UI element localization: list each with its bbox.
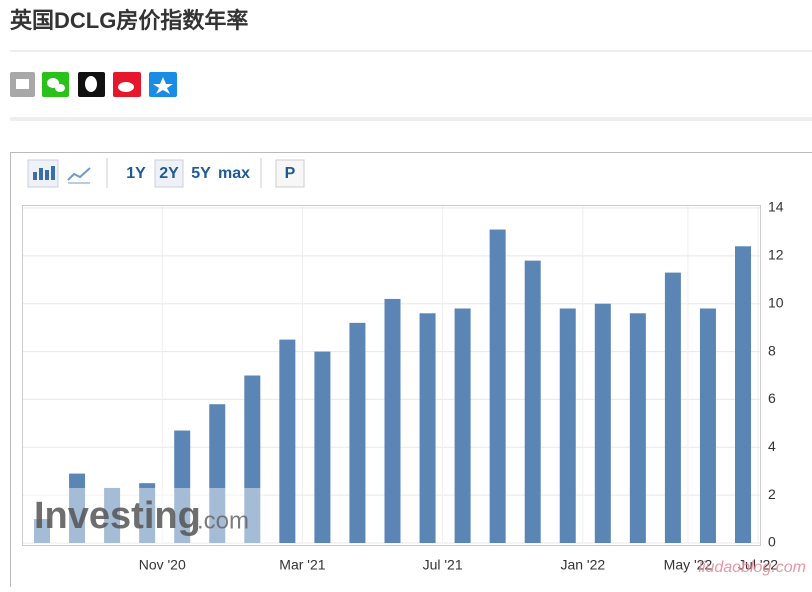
range-button[interactable]: P [285, 165, 296, 182]
bar [595, 304, 611, 543]
x-tick-label: Jan '22 [560, 557, 605, 573]
y-tick-label: 10 [768, 294, 784, 310]
y-tick-label: 4 [768, 438, 776, 454]
y-tick-label: 2 [768, 486, 776, 502]
y-tick-label: 14 [768, 199, 784, 215]
watermark-domain: .com [197, 507, 249, 534]
bar [630, 313, 646, 543]
icon-bar [33, 172, 37, 180]
divider [10, 117, 812, 121]
bar [314, 352, 330, 543]
line-view-button[interactable] [68, 168, 90, 180]
bar [279, 340, 295, 543]
x-tick-label: Mar '21 [279, 557, 325, 573]
range-button[interactable]: 2Y [159, 165, 179, 182]
bar [665, 273, 681, 543]
email-glyph [16, 79, 29, 89]
watermark-brand: Investing [34, 495, 201, 537]
range-button[interactable]: 1Y [126, 165, 146, 182]
y-tick-label: 12 [768, 247, 784, 263]
bar [349, 323, 365, 543]
y-tick-label: 0 [768, 534, 776, 550]
bar [455, 309, 471, 544]
bar [420, 313, 436, 543]
x-tick-label: Jul '21 [423, 557, 463, 573]
bar [700, 309, 716, 544]
bar [560, 309, 576, 544]
icon-bar [45, 170, 49, 180]
wechat-glyph [55, 84, 65, 92]
share-icons [10, 72, 177, 97]
icon-bar [39, 168, 43, 180]
bar [735, 246, 751, 543]
y-tick-label: 8 [768, 342, 776, 358]
y-tick-label: 6 [768, 390, 776, 406]
x-tick-label: Nov '20 [139, 557, 186, 573]
qq-glyph [85, 76, 97, 92]
bar [525, 261, 541, 543]
icon-bar [51, 166, 55, 180]
weibo-glyph [118, 82, 134, 92]
bar [490, 230, 506, 543]
watermark-blog: liudaoblog.com [698, 559, 806, 576]
page-title: 英国DCLG房价指数年率 [10, 8, 248, 33]
range-button[interactable]: max [218, 165, 250, 182]
range-button[interactable]: 5Y [191, 165, 211, 182]
bar [385, 299, 401, 543]
